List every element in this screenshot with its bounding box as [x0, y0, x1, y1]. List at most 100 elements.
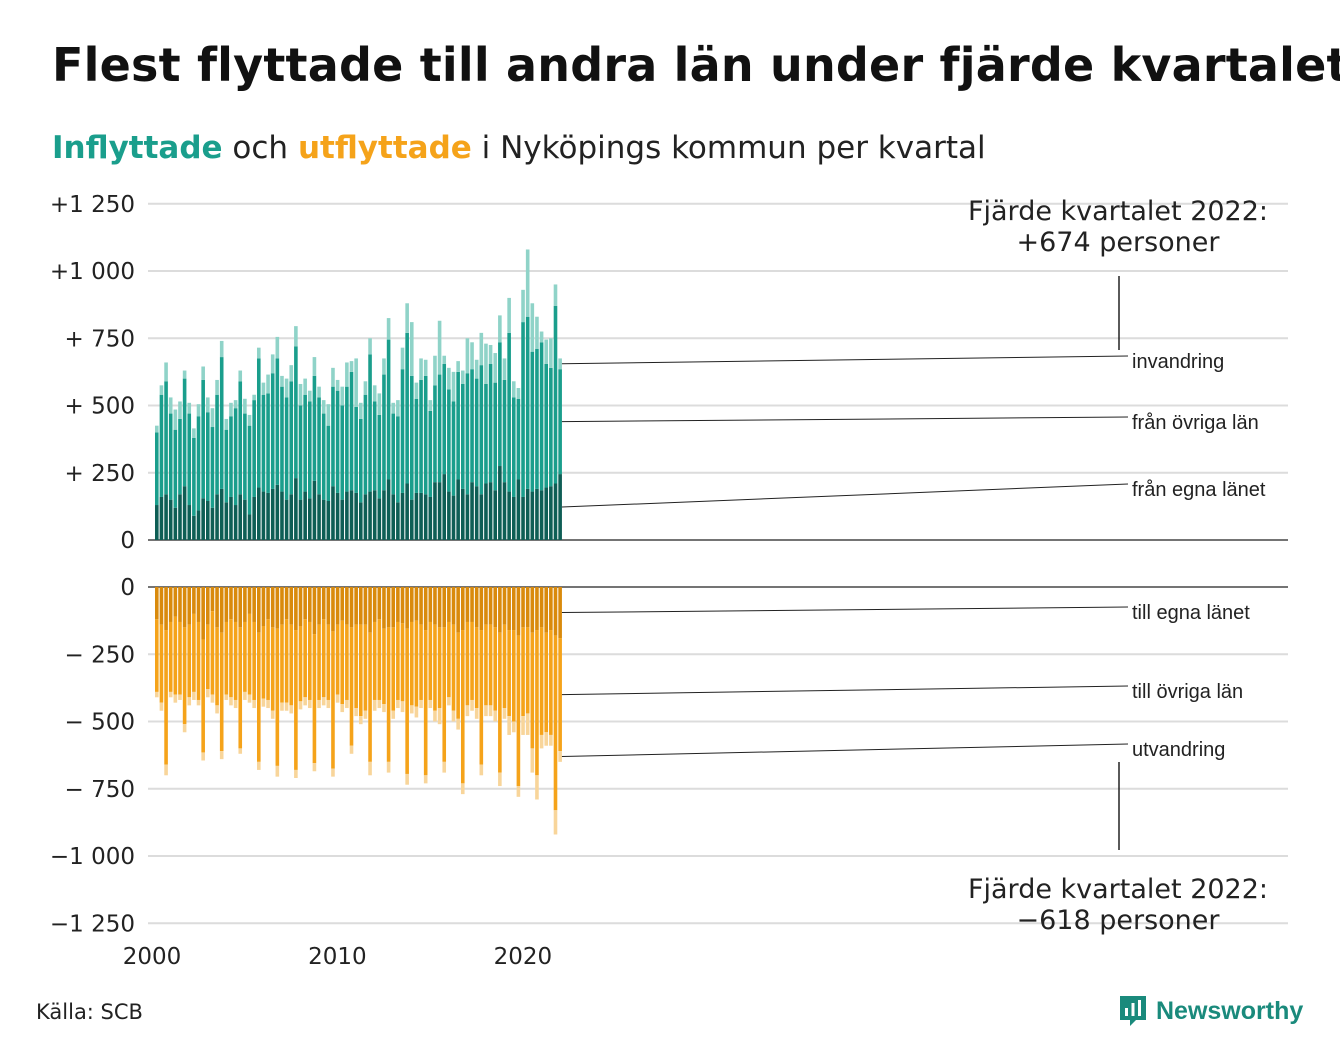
bar-out-other: [312, 634, 317, 764]
bar-in-immig: [205, 397, 210, 413]
bar-out-other: [405, 628, 409, 774]
bar-in-own: [372, 490, 377, 540]
bar-out-own: [488, 587, 493, 625]
bar-out-own: [331, 587, 335, 632]
bar-out-emig: [252, 699, 256, 709]
bar-in-own: [331, 486, 335, 540]
bar-out-emig: [433, 710, 437, 722]
bar-out-emig: [535, 775, 539, 800]
bar-out-other: [354, 624, 358, 709]
bar-out-own: [498, 587, 502, 633]
bar-in-other: [428, 410, 433, 497]
bar-out-own: [409, 587, 414, 622]
bar-in-other: [219, 357, 224, 489]
bar-in-immig: [335, 379, 340, 391]
bar-in-own: [275, 484, 280, 540]
bar-in-immig: [294, 326, 298, 347]
bar-in-immig: [224, 418, 229, 430]
bar-out-own: [317, 587, 321, 625]
bar-in-immig: [280, 375, 284, 387]
migration-chart: +1 250 +1 000 + 750 + 500 + 250 0 0 − 250 − 500 −…: [50, 192, 1288, 970]
bar-in-other: [224, 429, 229, 503]
bar-in-immig: [182, 370, 187, 379]
bar-in-own: [340, 499, 345, 540]
bar-out-own: [386, 587, 391, 628]
label-leader-line: [561, 685, 1129, 696]
bar-out-own: [178, 587, 182, 622]
bar-in-own: [419, 492, 423, 540]
bar-in-own: [243, 499, 247, 540]
bar-in-immig: [447, 367, 451, 390]
bar-out-other: [233, 621, 238, 700]
bar-out-emig: [419, 699, 423, 709]
annotation-bottom-line1: Fjärde kvartalet 2022:: [968, 874, 1268, 905]
bar-in-other: [335, 390, 340, 493]
bar-out-emig: [553, 810, 558, 835]
bar-in-immig: [535, 316, 539, 350]
bar-out-own: [345, 587, 349, 625]
annotation-bottom-line2: −618 personer: [1016, 905, 1220, 936]
bar-in-immig: [307, 390, 312, 402]
bar-in-other: [419, 379, 423, 493]
bar-out-other: [155, 619, 159, 692]
bar-out-own: [549, 587, 553, 631]
bar-out-own: [396, 587, 400, 622]
bar-out-own: [247, 587, 252, 614]
bar-out-own: [377, 587, 382, 620]
bar-in-immig: [192, 428, 196, 438]
bar-out-emig: [530, 748, 535, 773]
bar-out-emig: [409, 705, 414, 714]
bar-in-immig: [488, 344, 493, 364]
bar-out-own: [173, 587, 178, 617]
subtitle-rest: i Nyköpings kommun per kvartal: [471, 130, 986, 166]
bar-out-other: [238, 627, 243, 749]
bar-out-emig: [345, 699, 349, 709]
bar-out-emig: [502, 708, 507, 719]
bar-out-other: [270, 627, 275, 711]
bar-out-emig: [493, 710, 498, 722]
bar-in-other: [243, 413, 247, 500]
label-leader-line: [561, 606, 1129, 614]
bar-in-immig: [530, 303, 535, 352]
bar-in-other: [270, 373, 275, 489]
bar-in-other: [484, 383, 488, 484]
bar-in-immig: [433, 355, 437, 386]
bar-out-emig: [405, 773, 409, 785]
bar-out-emig: [437, 708, 442, 725]
bar-in-other: [317, 397, 321, 495]
bar-out-own: [256, 587, 261, 633]
bar-out-emig: [525, 713, 530, 735]
inline-label-other: till övriga län: [1132, 681, 1243, 703]
bar-out-other: [456, 632, 460, 719]
bar-out-other: [460, 630, 465, 784]
bar-in-own: [521, 496, 525, 540]
bar-out-own: [511, 587, 516, 631]
bar-out-own: [307, 587, 312, 622]
bar-in-immig: [298, 383, 303, 406]
bar-in-immig: [266, 374, 270, 394]
bar-in-own: [155, 505, 159, 540]
bar-out-emig: [321, 697, 326, 706]
bar-in-other: [345, 386, 349, 492]
bar-out-own: [205, 587, 210, 625]
y-tick-label: − 250: [65, 642, 135, 668]
bar-in-immig: [354, 358, 358, 407]
bar-out-own: [400, 587, 405, 624]
bar-in-immig: [238, 370, 243, 382]
bar-out-other: [377, 619, 382, 700]
bar-out-other: [414, 620, 419, 707]
bar-in-immig: [284, 378, 289, 398]
bar-in-own: [484, 483, 488, 540]
bar-out-emig: [210, 694, 215, 703]
bar-in-other: [372, 401, 377, 491]
bar-out-emig: [173, 694, 178, 703]
bar-in-other: [326, 425, 331, 501]
bar-in-other: [205, 412, 210, 501]
label-leader-line: [561, 743, 1129, 757]
bar-out-other: [428, 621, 433, 700]
bar-in-own: [396, 502, 400, 540]
bar-in-own: [270, 488, 275, 540]
bar-out-emig: [289, 705, 294, 714]
bar-in-other: [280, 386, 284, 492]
bar-in-own: [437, 482, 442, 540]
